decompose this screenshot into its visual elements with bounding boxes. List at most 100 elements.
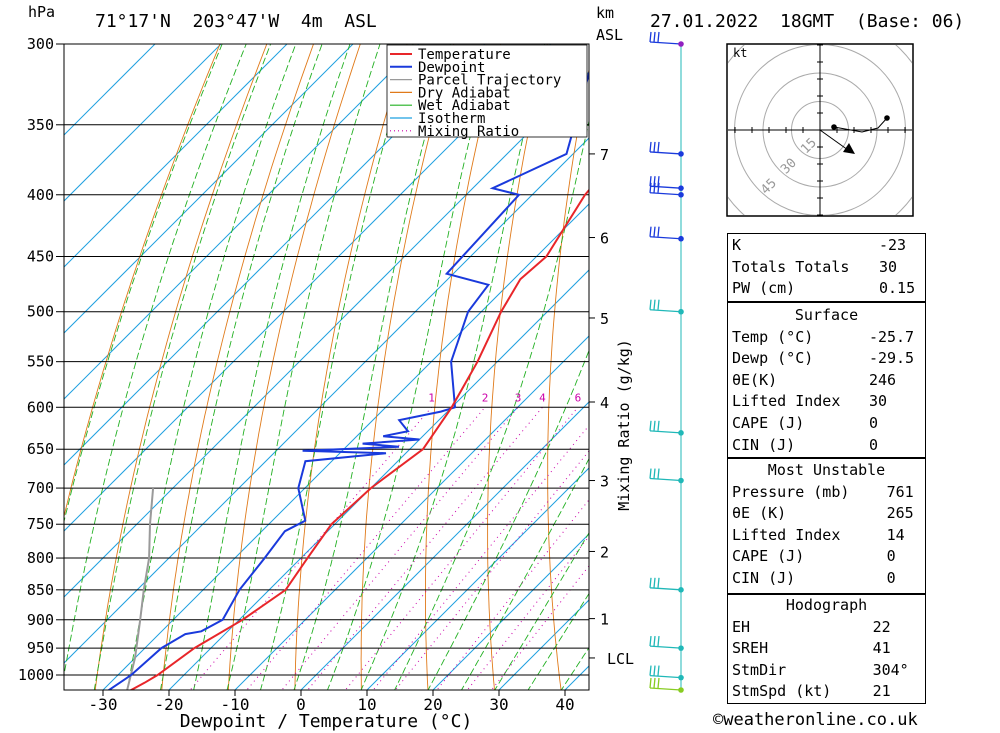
most-unstable-title: Most Unstable — [767, 461, 886, 479]
height-tick-label: 4 — [600, 394, 609, 412]
index-value: 0.15 — [879, 279, 916, 298]
pressure-tick-label: 550 — [27, 353, 54, 371]
isotherm-line — [234, 335, 589, 690]
indices-top-table: K -23 Totals Totals 30 PW (cm) 0.15 — [727, 235, 926, 300]
wind-barb-flag — [649, 226, 652, 237]
mixing-ratio-line — [490, 565, 589, 690]
legend-label: Dry Adiabat — [418, 85, 511, 101]
isotherm-line — [64, 137, 589, 664]
dry-adiabat-line — [425, 44, 502, 690]
mixing-ratio-label: 1 — [428, 391, 435, 404]
indices-top-box — [727, 233, 926, 302]
wind-barb-flag — [649, 665, 652, 676]
wind-barb-flag — [649, 31, 652, 43]
hodograph-point — [884, 115, 890, 121]
index-value: 30 — [868, 392, 887, 411]
mixing-ratio-label: 6 — [575, 391, 582, 404]
hodograph-indices-title: Hodograph — [785, 596, 868, 614]
dry-adiabat-line — [662, 26, 696, 700]
wind-barb-flag — [653, 31, 656, 43]
dry-adiabat-line — [921, 26, 1000, 700]
wind-barb-shaft — [649, 430, 682, 434]
mixing-ratio-line — [344, 406, 579, 690]
wet-adiabat-line — [427, 349, 589, 690]
index-label: θE (K) — [732, 504, 787, 523]
pressure-tick-label: 850 — [27, 581, 54, 599]
temperature-tick-label: 0 — [296, 695, 306, 714]
mixing-ratio-label: 3 — [515, 391, 522, 404]
dry-adiabat-line — [227, 44, 361, 690]
index-value: 0 — [886, 547, 896, 566]
wind-barb-flag — [653, 299, 656, 310]
surface-title: Surface — [794, 306, 859, 324]
wind-barb-flag — [649, 677, 652, 689]
wind-barb-flag — [653, 226, 656, 237]
pressure-tick-label: 950 — [27, 639, 54, 657]
pressure-tick-label: 350 — [27, 116, 54, 134]
hodograph-trace — [833, 117, 888, 133]
pressure-tick-label: 750 — [27, 515, 54, 533]
index-value: -29.5 — [868, 349, 915, 368]
wind-level-dot — [678, 587, 684, 593]
copyright-footer[interactable]: ©weatheronline.co.uk — [713, 710, 918, 730]
wind-level-dot — [678, 645, 684, 651]
wind-barb-flag — [653, 636, 656, 647]
wind-barb-flag — [657, 577, 660, 588]
wind-barb-flag — [657, 636, 660, 647]
index-value: 0 — [886, 568, 896, 587]
wind-barb-shaft — [649, 192, 682, 196]
wind-barb-flag — [657, 420, 660, 431]
isotherm-line — [64, 44, 420, 400]
dry-adiabat-line — [161, 44, 314, 690]
surface-table: Surface Temp (°C) -25.7 Dewp (°C) -29.5 θE… — [727, 305, 926, 456]
legend-box — [386, 44, 588, 138]
index-value: 22 — [872, 617, 891, 636]
wind-barb-flag — [657, 299, 660, 310]
legend-label: Dewpoint — [418, 60, 485, 76]
mixing-ratio-label: 2 — [482, 391, 489, 404]
wind-barb-flag — [649, 420, 652, 431]
most-unstable-box — [727, 458, 926, 594]
wind-level-dot — [678, 151, 684, 157]
index-value: 30 — [879, 257, 898, 276]
index-row-totals: Totals Totals 30 — [727, 257, 926, 279]
index-label: CIN (J) — [732, 435, 796, 454]
wind-barb-shaft — [649, 41, 682, 45]
wind-level-dot — [678, 477, 684, 484]
index-value: 21 — [872, 682, 891, 701]
wind-barb-shaft — [649, 587, 682, 591]
wind-barb-flag — [653, 468, 656, 479]
height-tick-label: 1 — [600, 611, 609, 629]
wind-barb-flag — [649, 141, 652, 152]
index-label: K — [732, 236, 742, 254]
pressure-tick-label: 500 — [27, 303, 54, 321]
skewt-background-grid — [64, 26, 1000, 700]
wind-level-dot — [678, 235, 684, 242]
index-value: 41 — [872, 639, 891, 658]
hodograph-unit: kt — [733, 46, 747, 60]
index-label: CAPE (J) — [732, 413, 805, 432]
wind-barb-shaft — [649, 645, 682, 649]
wind-barb-flag — [653, 577, 656, 588]
index-label: CAPE (J) — [732, 547, 805, 566]
legend-label: Temperature — [418, 47, 511, 63]
legend-label: Parcel Trajectory — [418, 73, 561, 89]
wet-adiabat-line — [327, 44, 495, 690]
hodograph-indices-box — [727, 594, 926, 704]
wind-level-dot — [678, 430, 684, 436]
wind-barb-flag — [657, 31, 660, 43]
sounding-profiles — [107, 69, 589, 690]
mixing-ratio-label: 4 — [539, 391, 546, 404]
pressure-tick-label: 400 — [27, 186, 54, 204]
wind-barb-flag — [657, 665, 660, 676]
legend-label: Isotherm — [418, 111, 485, 127]
wind-barb-flag — [649, 468, 652, 479]
temperature-tick-label: -30 — [89, 695, 118, 714]
index-label: EH — [732, 617, 751, 636]
wet-adiabat-line — [160, 44, 323, 690]
wet-adiabat-line — [259, 44, 414, 690]
wind-barb-flag — [653, 665, 656, 676]
parcel-trajectory-line — [126, 488, 155, 690]
